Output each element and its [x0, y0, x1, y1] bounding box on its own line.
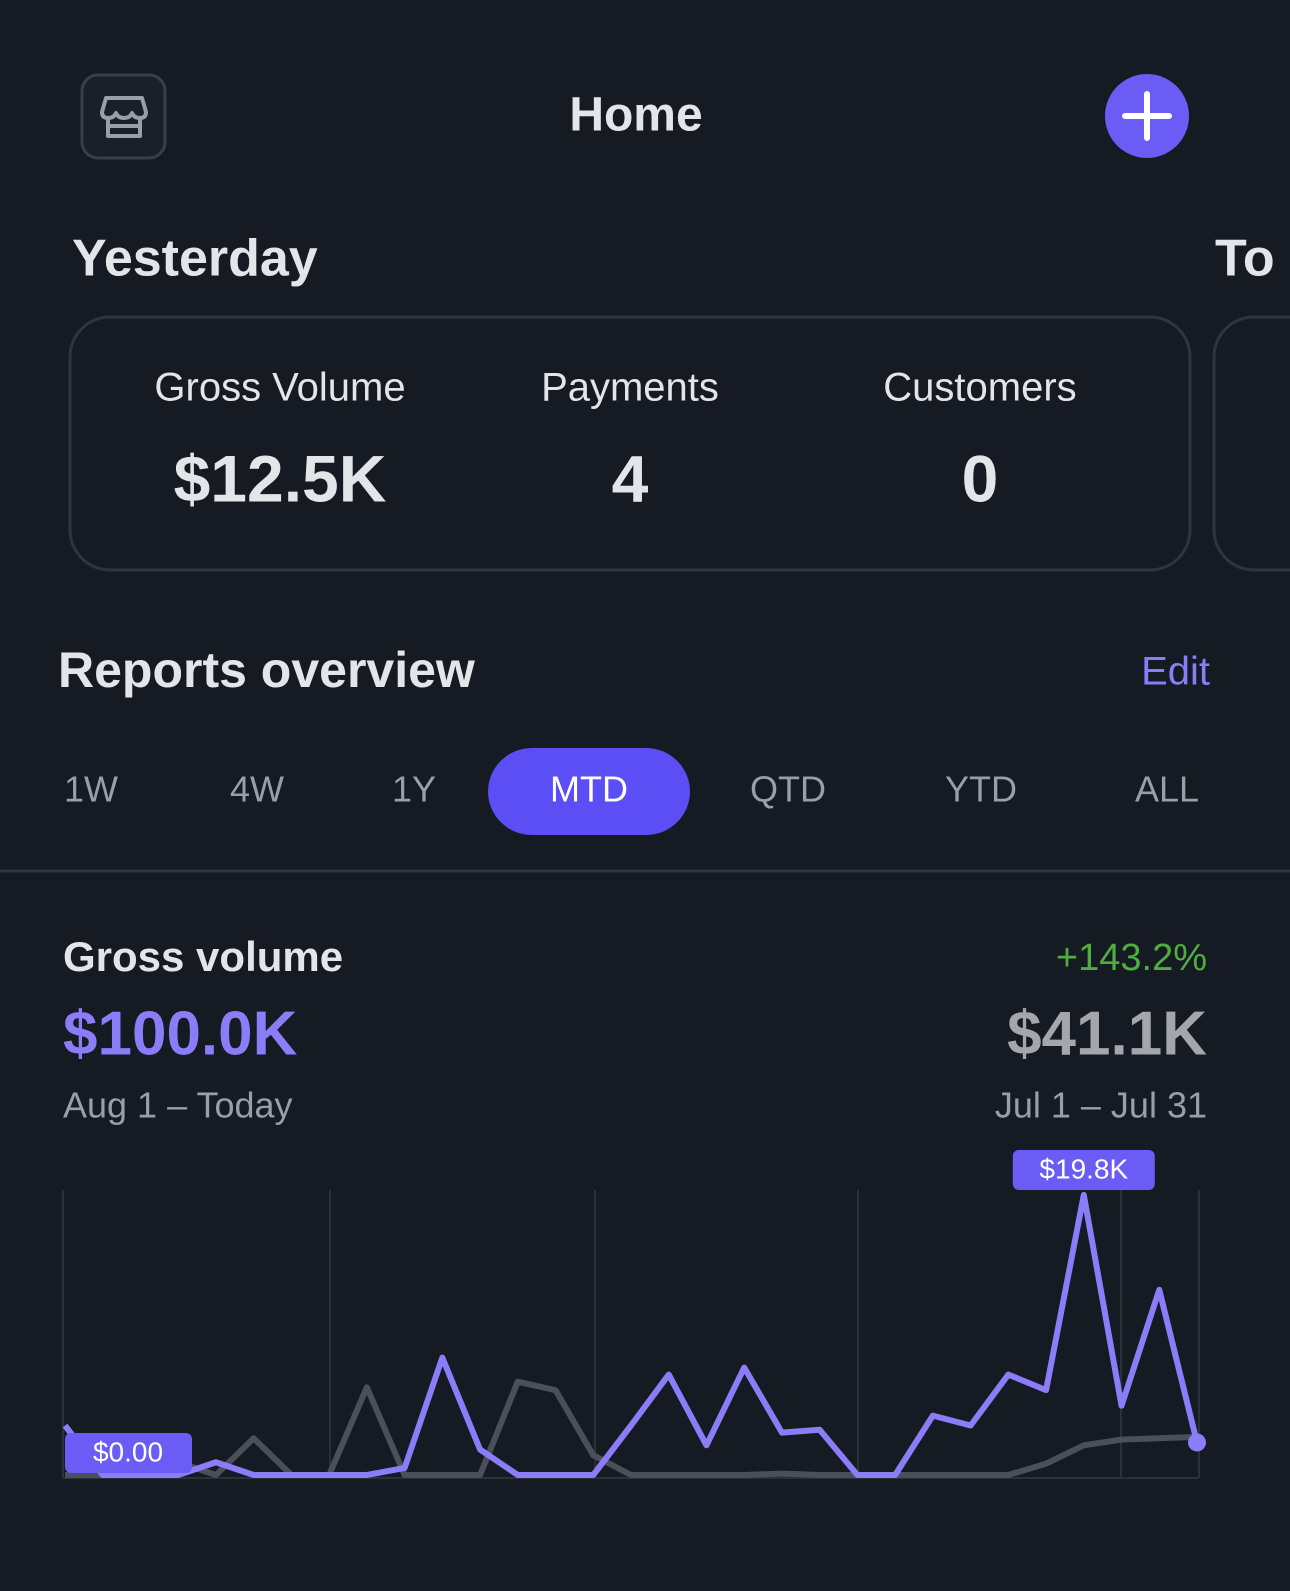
next-section-title: To — [1215, 230, 1275, 288]
current-value: $100.0K — [63, 999, 298, 1068]
series-line — [62, 1192, 1200, 1478]
page-title: Home — [569, 89, 702, 142]
store-button[interactable] — [80, 73, 167, 160]
section-title: Yesterday — [72, 230, 318, 288]
add-button[interactable] — [1105, 74, 1189, 158]
metric-label: Customers — [883, 366, 1076, 410]
metric-value: 4 — [612, 441, 649, 515]
previous-period: Jul 1 – Jul 31 — [995, 1085, 1207, 1126]
range-tab[interactable]: 4W — [230, 769, 284, 810]
reports-title: Reports overview — [58, 642, 475, 698]
range-tab[interactable]: 1W — [64, 769, 118, 810]
metric-label: Payments — [541, 366, 719, 410]
change: +143.2% — [1056, 937, 1207, 979]
gross-title: Gross volume — [63, 933, 343, 980]
series-line — [65, 1378, 1198, 1478]
next-card — [1212, 315, 1290, 572]
range-tab[interactable]: 1Y — [392, 769, 436, 810]
range-tab[interactable]: QTD — [750, 769, 826, 810]
metric-label: Gross Volume — [154, 366, 405, 410]
start-tag — [65, 1433, 192, 1473]
peak-tag — [1012, 1150, 1155, 1190]
start-tag-label: $0.00 — [93, 1436, 163, 1467]
previous-value: $41.1K — [1007, 999, 1207, 1068]
current-period: Aug 1 – Today — [63, 1085, 293, 1126]
range-pill — [488, 748, 690, 835]
summary-card — [68, 315, 1192, 572]
range-tab[interactable]: YTD — [945, 769, 1017, 810]
edit-link[interactable]: Edit — [1141, 650, 1210, 694]
range-tab[interactable]: ALL — [1135, 769, 1199, 810]
chart-frame — [62, 1190, 1200, 1479]
metric-value: 0 — [962, 441, 999, 515]
range-tab[interactable]: MTD — [550, 769, 628, 810]
peak-tag-label: $19.8K — [1039, 1153, 1128, 1184]
metric-value: $12.5K — [174, 441, 387, 515]
end-dot — [1188, 1433, 1206, 1452]
